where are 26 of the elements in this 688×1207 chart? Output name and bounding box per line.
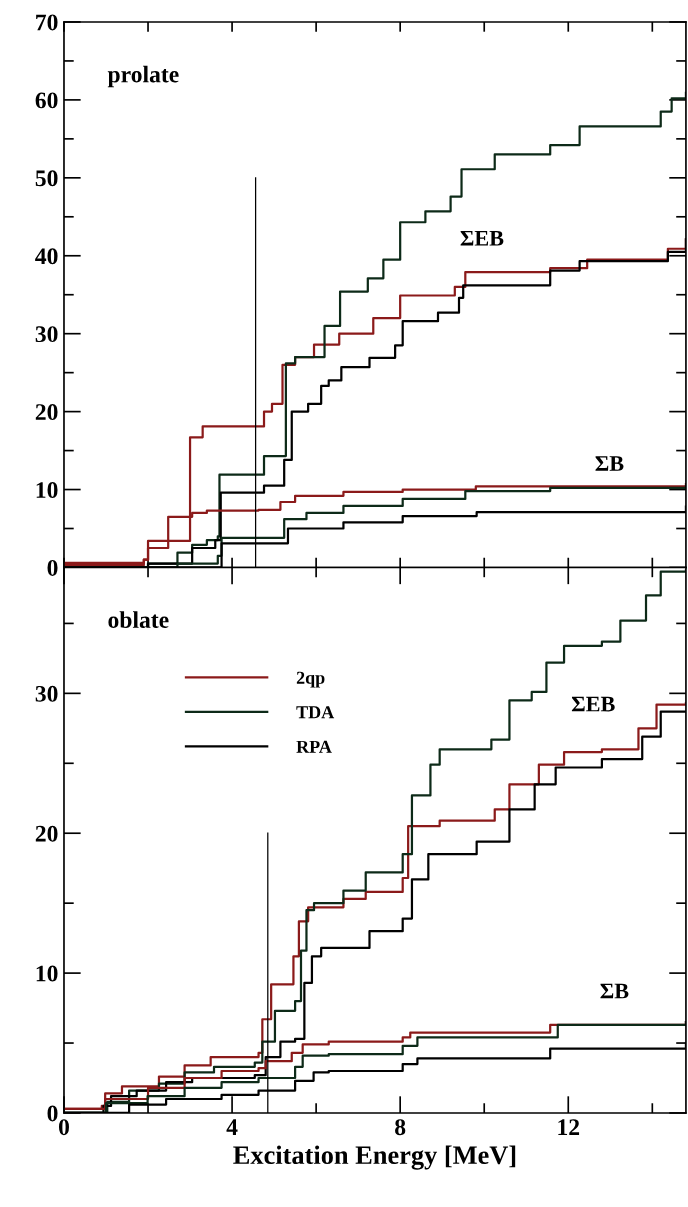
- annotation: ΣB: [595, 456, 624, 471]
- annotation: ΣB: [600, 983, 629, 999]
- y-tick-label: 10: [36, 965, 58, 982]
- y-tick-label: 30: [35, 685, 58, 702]
- legend-label: RPA: [296, 740, 332, 753]
- y-tick-label: 10: [36, 482, 58, 498]
- y-tick-label: 40: [35, 248, 58, 265]
- annotation: ΣEB: [460, 230, 504, 246]
- y-tick-label: 50: [35, 170, 58, 187]
- y-tick-label: 70: [36, 14, 58, 31]
- annotation: ΣEB: [571, 696, 615, 712]
- y-tick-label: 30: [35, 326, 58, 343]
- x-axis-title: Excitation Energy [MeV]: [233, 1145, 516, 1170]
- y-tick-label: 20: [35, 825, 58, 842]
- x-tick-label: 0: [58, 1119, 69, 1136]
- x-tick-label: 12: [558, 1119, 580, 1135]
- y-tick-label: 60: [35, 92, 58, 109]
- y-tick-label: 0: [47, 1105, 58, 1122]
- legend-label: 2qp: [296, 671, 325, 688]
- text: prolate: [107, 65, 179, 88]
- y-tick-label: 20: [35, 404, 58, 421]
- y-tick-label: 0: [47, 559, 58, 576]
- legend-label: TDA: [296, 706, 335, 719]
- x-tick-label: 4: [226, 1119, 238, 1135]
- x-tick-label: 8: [395, 1119, 406, 1136]
- text: oblate: [108, 611, 169, 628]
